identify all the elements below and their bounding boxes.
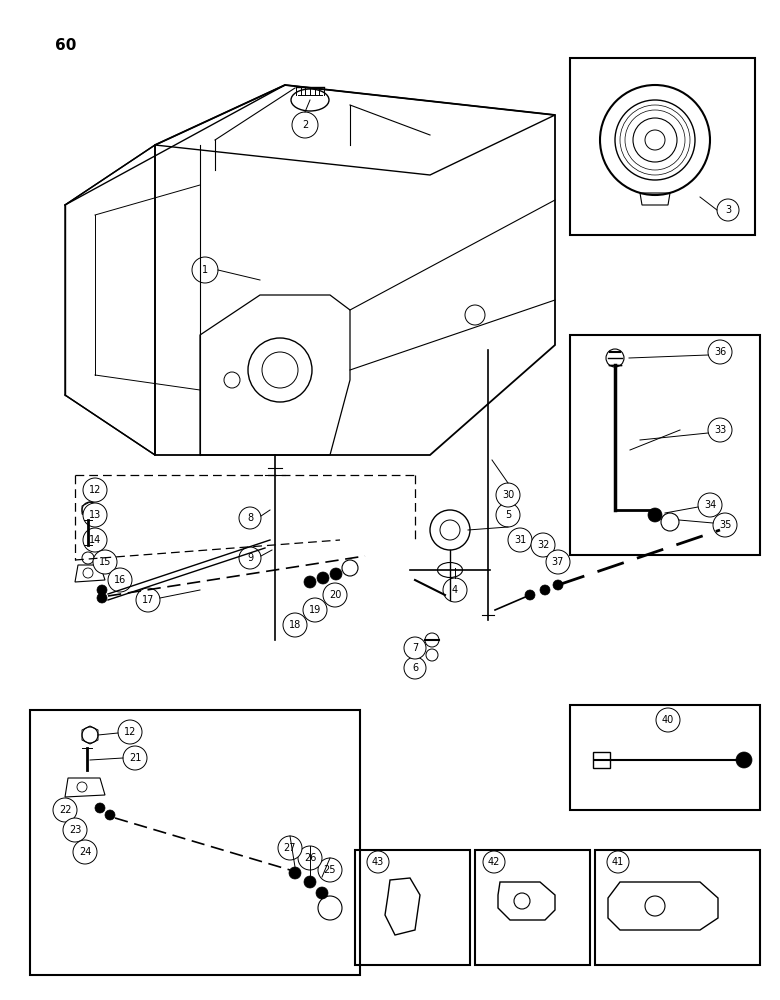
Circle shape	[108, 568, 132, 592]
Circle shape	[304, 876, 316, 888]
Circle shape	[656, 708, 680, 732]
Text: 30: 30	[502, 490, 514, 500]
Circle shape	[367, 851, 389, 873]
Text: 43: 43	[372, 857, 384, 867]
Text: 5: 5	[505, 510, 511, 520]
Circle shape	[63, 818, 87, 842]
Text: 4: 4	[452, 585, 458, 595]
Circle shape	[698, 493, 722, 517]
Circle shape	[136, 588, 160, 612]
Circle shape	[496, 503, 520, 527]
Circle shape	[717, 199, 739, 221]
Circle shape	[317, 572, 329, 584]
Text: 31: 31	[514, 535, 526, 545]
Circle shape	[736, 752, 752, 768]
Circle shape	[531, 533, 555, 557]
Circle shape	[83, 528, 107, 552]
Circle shape	[118, 720, 142, 744]
Text: 8: 8	[247, 513, 253, 523]
Text: 9: 9	[247, 553, 253, 563]
Text: 36: 36	[714, 347, 726, 357]
Circle shape	[404, 637, 426, 659]
Circle shape	[304, 576, 316, 588]
Circle shape	[404, 657, 426, 679]
Circle shape	[53, 798, 77, 822]
Circle shape	[508, 528, 532, 552]
Circle shape	[708, 418, 732, 442]
Circle shape	[713, 513, 737, 537]
Text: 32: 32	[537, 540, 549, 550]
Text: 37: 37	[551, 557, 564, 567]
Text: 34: 34	[704, 500, 716, 510]
Circle shape	[298, 846, 322, 870]
Circle shape	[192, 257, 218, 283]
Text: 35: 35	[719, 520, 731, 530]
Text: 20: 20	[329, 590, 341, 600]
Circle shape	[83, 503, 107, 527]
Text: 33: 33	[714, 425, 726, 435]
Circle shape	[123, 746, 147, 770]
Text: 12: 12	[89, 485, 101, 495]
Text: 22: 22	[58, 805, 71, 815]
Circle shape	[97, 593, 107, 603]
Text: 27: 27	[284, 843, 296, 853]
Circle shape	[553, 580, 563, 590]
Circle shape	[289, 867, 301, 879]
Text: 14: 14	[89, 535, 101, 545]
Circle shape	[318, 858, 342, 882]
Text: 21: 21	[129, 753, 141, 763]
Circle shape	[292, 112, 318, 138]
Text: 15: 15	[99, 557, 112, 567]
Text: 18: 18	[289, 620, 301, 630]
Text: 25: 25	[324, 865, 336, 875]
Text: 2: 2	[302, 120, 308, 130]
Circle shape	[316, 887, 328, 899]
Text: 16: 16	[114, 575, 126, 585]
Text: 40: 40	[662, 715, 674, 725]
Circle shape	[105, 810, 115, 820]
Circle shape	[283, 613, 307, 637]
Text: 19: 19	[309, 605, 321, 615]
Text: 60: 60	[55, 38, 76, 53]
Circle shape	[708, 340, 732, 364]
Text: 3: 3	[725, 205, 731, 215]
Text: 17: 17	[142, 595, 154, 605]
Text: 23: 23	[69, 825, 81, 835]
Circle shape	[607, 851, 629, 873]
Circle shape	[496, 483, 520, 507]
Circle shape	[83, 478, 107, 502]
Ellipse shape	[291, 89, 329, 111]
Text: 6: 6	[412, 663, 418, 673]
Circle shape	[73, 840, 97, 864]
Text: 26: 26	[304, 853, 316, 863]
Circle shape	[648, 508, 662, 522]
Circle shape	[546, 550, 570, 574]
Circle shape	[97, 585, 107, 595]
Circle shape	[443, 578, 467, 602]
Circle shape	[303, 598, 327, 622]
Text: 7: 7	[412, 643, 418, 653]
Circle shape	[278, 836, 302, 860]
Text: 41: 41	[612, 857, 624, 867]
Circle shape	[540, 585, 550, 595]
Text: 24: 24	[79, 847, 91, 857]
Circle shape	[323, 583, 347, 607]
Text: 13: 13	[89, 510, 101, 520]
Circle shape	[239, 547, 261, 569]
Circle shape	[483, 851, 505, 873]
Text: 12: 12	[124, 727, 136, 737]
Circle shape	[95, 803, 105, 813]
Circle shape	[525, 590, 535, 600]
Text: 1: 1	[202, 265, 208, 275]
Circle shape	[330, 568, 342, 580]
Circle shape	[93, 550, 117, 574]
Circle shape	[239, 507, 261, 529]
Text: 42: 42	[488, 857, 500, 867]
